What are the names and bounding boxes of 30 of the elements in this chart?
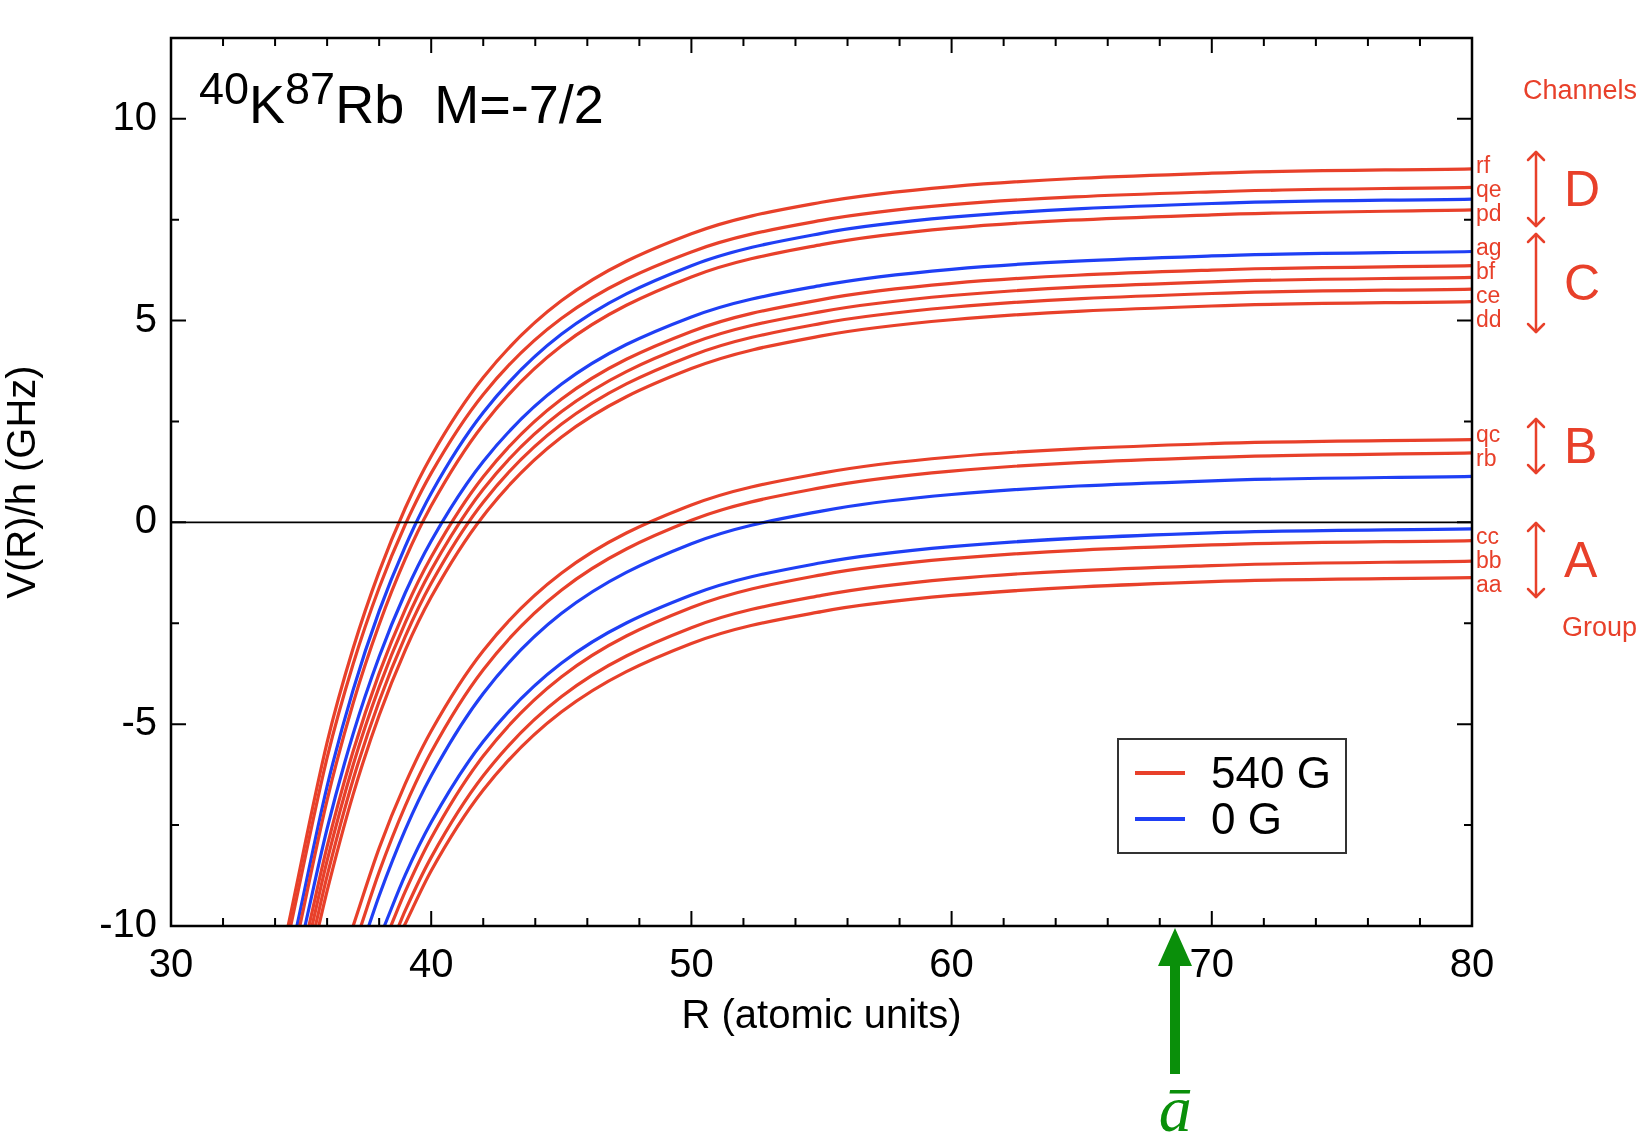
- x-tick-label: 50: [669, 941, 714, 986]
- text: ag: [1476, 234, 1502, 261]
- y-tick-label: 5: [134, 295, 157, 340]
- x-tick-label: 60: [929, 941, 974, 986]
- legend-label: 0 G: [1211, 794, 1282, 844]
- text: aa: [1476, 570, 1502, 597]
- x-tick-label: 80: [1449, 941, 1495, 986]
- text: C: [1564, 255, 1601, 312]
- text: rf: [1476, 151, 1491, 178]
- x-axis-title: R (atomic units): [681, 992, 962, 1037]
- text: bb: [1476, 546, 1502, 573]
- legend-label: 540 G: [1211, 748, 1331, 797]
- text: Group: [1562, 611, 1638, 642]
- y-tick-label: -5: [121, 699, 157, 744]
- text: cc: [1476, 522, 1499, 549]
- text: B: [1564, 418, 1598, 475]
- text: $^{40}$K$^{87}$Rb M=-7/2: [199, 63, 604, 134]
- y-tick-label: 0: [134, 497, 157, 542]
- text: dd: [1476, 306, 1502, 333]
- y-axis-title: V(R)/h (GHz): [0, 365, 44, 599]
- y-tick-label: 10: [112, 93, 157, 138]
- text: D: [1564, 160, 1601, 217]
- x-tick-label: 70: [1189, 941, 1235, 986]
- text: ā: [1158, 1072, 1192, 1142]
- x-tick-label: 40: [408, 941, 454, 986]
- text: qe: [1476, 175, 1502, 202]
- text: Channels: [1523, 74, 1638, 105]
- text: qc: [1476, 421, 1501, 448]
- text: ce: [1476, 282, 1501, 309]
- text: A: [1564, 531, 1598, 588]
